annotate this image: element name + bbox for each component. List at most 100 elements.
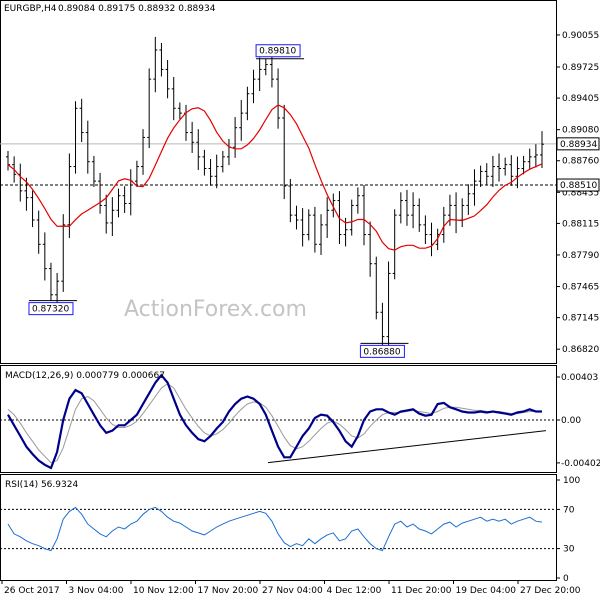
x-tick-label: 27 Dec 20:00	[520, 586, 581, 596]
rsi-title: RSI(14) 56.9324	[5, 480, 78, 490]
price-bar	[490, 155, 495, 187]
price-bar	[503, 157, 508, 176]
price-bar	[202, 149, 207, 176]
price-tick-label: 0.87790	[562, 251, 599, 261]
price-plot: 0.89810 0.87320 0.86880	[0, 36, 556, 358]
price-tick-label: 0.90055	[562, 31, 599, 41]
price-bar	[257, 57, 262, 92]
y-axis-labels: 0.90055 0.89725 0.89405 0.89080 0.88760 0.884…	[556, 31, 600, 355]
support-box	[556, 178, 600, 192]
price-bar	[472, 169, 477, 206]
price-bar	[478, 165, 483, 187]
price-bar	[484, 163, 489, 185]
rsi-panel-frame	[0, 474, 557, 581]
x-tick-label: 11 Dec 20:00	[391, 586, 452, 596]
rsi-line	[7, 506, 543, 552]
last-price-label: 0.88934	[560, 140, 597, 150]
macd-title: MACD(12,26,9) 0.000779 0.000667	[5, 371, 165, 381]
price-bar	[24, 177, 29, 211]
price-bar	[104, 194, 109, 234]
price-bar	[325, 197, 330, 238]
price-bar	[196, 129, 201, 170]
price-bar	[276, 68, 281, 129]
price-bar	[282, 104, 287, 200]
price-bar	[362, 185, 366, 246]
price-bar	[540, 131, 544, 169]
annotation-label: 0.89810	[259, 47, 296, 57]
price-bar	[355, 187, 360, 214]
price-tick-label: 0.86820	[562, 345, 599, 355]
price-bar	[349, 199, 354, 236]
price-bar	[147, 68, 152, 149]
price-bar	[533, 144, 538, 168]
price-bar	[269, 56, 274, 88]
price-bar	[48, 262, 53, 301]
rsi-tick-label: 100	[563, 476, 580, 486]
price-bar	[67, 153, 72, 238]
price-tick-label: 0.87145	[562, 314, 599, 324]
rsi-tick-label: 30	[563, 545, 575, 555]
price-bar	[36, 210, 41, 254]
price-bar	[159, 42, 164, 77]
rsi-tick-label: 0	[563, 574, 569, 584]
annotation-box	[359, 344, 405, 358]
price-bar	[85, 120, 90, 174]
price-bar	[220, 151, 225, 173]
annotation-box	[255, 44, 301, 58]
price-bar	[79, 98, 84, 143]
price-bar	[441, 206, 446, 243]
x-axis-labels: 26 Oct 2017 3 Nov 04:00 10 Nov 12:00 17 Nov…	[1, 580, 581, 596]
price-bar	[171, 76, 176, 121]
price-bar	[398, 192, 403, 224]
annotation-label: 0.86880	[363, 347, 400, 357]
price-bar	[251, 69, 256, 104]
price-bar	[300, 208, 305, 247]
price-bar	[423, 215, 428, 245]
price-bar	[177, 102, 182, 119]
support-label: 0.88510	[560, 181, 597, 191]
price-bar	[73, 101, 78, 174]
price-bar	[110, 197, 115, 237]
macd-tick-label: 0.00403	[561, 373, 598, 383]
price-bar	[141, 129, 146, 175]
price-bar	[306, 209, 311, 241]
watermark: ActionForex.com	[124, 297, 307, 322]
rsi-plot: 100 70 30 0	[0, 476, 580, 584]
price-bar	[294, 205, 299, 230]
price-bar	[55, 272, 60, 304]
price-bar	[374, 256, 379, 320]
price-bar	[288, 178, 293, 223]
price-bar	[122, 186, 127, 213]
x-tick-label: 26 Oct 2017	[4, 586, 60, 596]
price-bar	[116, 188, 121, 218]
x-tick-label: 3 Nov 04:00	[69, 586, 124, 596]
price-bar	[312, 206, 317, 253]
price-bar	[447, 194, 452, 226]
price-bar	[165, 59, 170, 99]
price-tick-label: 0.88115	[562, 219, 599, 229]
price-bar	[380, 302, 385, 347]
price-bar	[30, 190, 35, 228]
price-bar	[527, 148, 532, 170]
price-bar	[331, 193, 336, 218]
price-bar	[61, 214, 66, 292]
x-tick-label: 4 Dec 12:00	[327, 586, 382, 596]
price-bar	[233, 117, 238, 158]
macd-tick-label: 0.00	[561, 416, 581, 426]
price-bar	[98, 172, 103, 214]
rsi-tick-label: 70	[563, 505, 575, 515]
x-tick-label: 10 Nov 12:00	[133, 586, 194, 596]
price-tick-label: 0.87465	[562, 283, 599, 293]
price-bar	[417, 198, 422, 232]
price-bar	[153, 36, 158, 93]
price-bar	[42, 232, 47, 281]
macd-panel-frame	[0, 365, 557, 473]
annotation-label: 0.87320	[32, 305, 69, 315]
price-bar	[411, 192, 416, 229]
price-bar	[404, 189, 409, 226]
macd-line	[7, 373, 542, 470]
price-bar	[208, 159, 213, 186]
